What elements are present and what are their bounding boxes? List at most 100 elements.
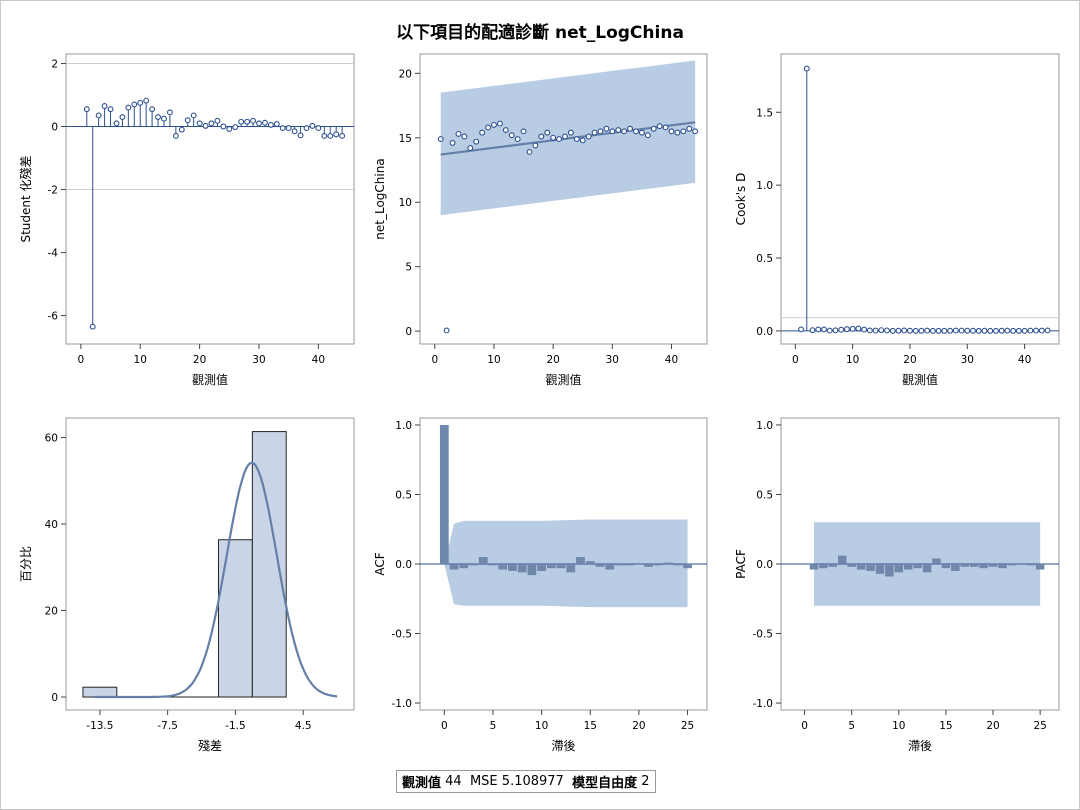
acf-ytick-label: 0.5 [395, 489, 412, 501]
fit-point [502, 127, 509, 133]
cooksd-point [821, 326, 827, 333]
acf-lag-bar [508, 564, 517, 571]
cooksd-point [1027, 327, 1034, 334]
cooksd-point [947, 327, 954, 334]
fit-point [650, 125, 657, 132]
fit-ytick-label: 0 [405, 326, 412, 338]
acf-xtick-label: 15 [584, 720, 597, 732]
hist-xtick-label: 4.5 [295, 720, 312, 732]
acf-lag-bar [537, 564, 546, 571]
cooksd-point [826, 327, 833, 334]
fit-point [544, 129, 551, 136]
acf-lag-bar [634, 564, 644, 565]
pacf-lag-bar [922, 564, 932, 573]
acf-xtick-label: 20 [632, 720, 645, 732]
acf-lag-bar [439, 424, 449, 564]
hist-ytick-label: 20 [45, 606, 58, 618]
rstudent-point [244, 118, 251, 125]
fit-point [485, 124, 492, 131]
mse-value: 5.108977 [501, 774, 564, 789]
fit-point [680, 128, 687, 135]
rstudent-point [196, 120, 203, 127]
hist-density-curve [94, 461, 338, 699]
cooksd-point [866, 327, 873, 334]
rstudent-point [95, 112, 102, 119]
cooksd-point [981, 327, 988, 334]
fit-point [633, 128, 639, 135]
cooksd-point [832, 327, 839, 334]
acf-lag-bar [459, 564, 469, 569]
rstudent-chart [61, 53, 355, 349]
rstudent-x-axis-label: 觀測值 [192, 372, 228, 387]
pacf-lag-bar [894, 564, 904, 573]
rstudent-y-axis-label: Student 化殘差 [18, 155, 33, 242]
rstudent-point [238, 118, 245, 125]
pacf-xtick-label: 20 [986, 720, 999, 732]
rstudent-ytick-label: 2 [51, 58, 58, 70]
cooksd-xtick-label: 20 [903, 354, 916, 366]
pacf-lag-bar [988, 564, 998, 567]
acf-lag-bar [478, 557, 488, 564]
rstudent-point [303, 125, 310, 132]
cooksd-point [889, 327, 896, 334]
cooksd-point [1004, 327, 1011, 334]
cooksd-point [1038, 327, 1045, 334]
fit-x-axis-label: 觀測值 [545, 372, 581, 387]
fit-point [627, 125, 634, 132]
acf-lag-bar [498, 564, 508, 570]
rstudent-point [220, 123, 227, 130]
acf-lag-bar [585, 561, 595, 564]
fit-xtick-label: 10 [487, 354, 500, 366]
acf-xtick-label: 25 [681, 720, 694, 732]
fit-point [638, 129, 645, 136]
cooksd-point [1010, 327, 1017, 334]
rstudent-point [137, 99, 144, 106]
pacf-lag-bar [998, 564, 1007, 569]
fit-point [609, 128, 616, 135]
cooksd-point [1021, 327, 1028, 334]
fit-point [520, 128, 527, 135]
pacf-lag-bar [856, 564, 866, 570]
rstudent-point [208, 120, 215, 127]
fit-point [686, 125, 693, 132]
cooksd-y-axis-label: Cook's D [734, 173, 748, 226]
acf-ytick-label: 0.0 [395, 559, 412, 571]
fit-point [603, 125, 610, 132]
cooksd-point [935, 327, 942, 334]
pacf-lag-bar [913, 564, 922, 569]
fit-point [579, 137, 586, 144]
cooksd-xtick-label: 40 [1018, 354, 1031, 366]
cooksd-point [1033, 327, 1040, 334]
rstudent-point [125, 104, 132, 111]
cooksd-point [861, 326, 868, 333]
acf-lag-bar [653, 564, 663, 566]
fit-point [526, 149, 533, 155]
pacf-lag-bar [969, 564, 979, 567]
pacf-ytick-label: 1.0 [756, 420, 773, 432]
pacf-y-axis-label: PACF [734, 549, 748, 579]
fit-xtick-label: 0 [431, 354, 438, 366]
fit-point [443, 327, 450, 334]
acf-lag-bar [663, 562, 673, 564]
pacf-lag-bar [951, 564, 960, 571]
cooksd-point [838, 326, 845, 333]
pacf-xtick-label: 5 [848, 720, 855, 732]
acf-xtick-label: 0 [441, 720, 448, 732]
pacf-lag-bar [979, 564, 988, 569]
cooksd-ytick-label: 1.5 [756, 107, 773, 119]
fit-point [597, 128, 604, 135]
pacf-xtick-label: 0 [801, 720, 808, 732]
cooksd-point [901, 327, 908, 334]
fit-point [621, 128, 628, 135]
cooksd-xtick-label: 10 [846, 354, 859, 366]
pacf-ytick-label: 0.5 [756, 489, 773, 501]
pacf-xtick-label: 25 [1033, 720, 1046, 732]
fit-point [508, 132, 515, 139]
rstudent-point [184, 117, 191, 124]
fit-point [644, 132, 651, 139]
fit-point [556, 136, 563, 143]
cooksd-point [941, 327, 948, 334]
fit-point [461, 133, 468, 140]
hist-xtick-label: -13.5 [86, 720, 113, 732]
hist-bin-bar [82, 686, 118, 698]
